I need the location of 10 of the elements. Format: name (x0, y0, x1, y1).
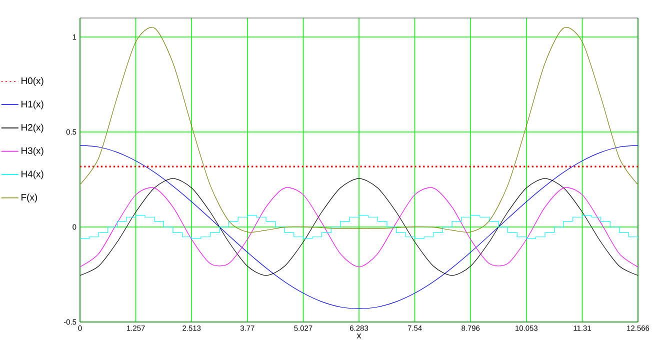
line-series (80, 27, 638, 232)
legend-label: H0(x) (22, 77, 44, 86)
x-axis-title: x (356, 334, 362, 338)
legend-label: H3(x) (22, 147, 44, 156)
line-series (80, 187, 638, 268)
line-series (80, 144, 638, 309)
legend-label: H2(x) (22, 124, 44, 133)
legend-label: H4(x) (22, 170, 44, 180)
legend-label: F(x) (22, 194, 37, 202)
legend-label: H1(x) (22, 100, 44, 110)
